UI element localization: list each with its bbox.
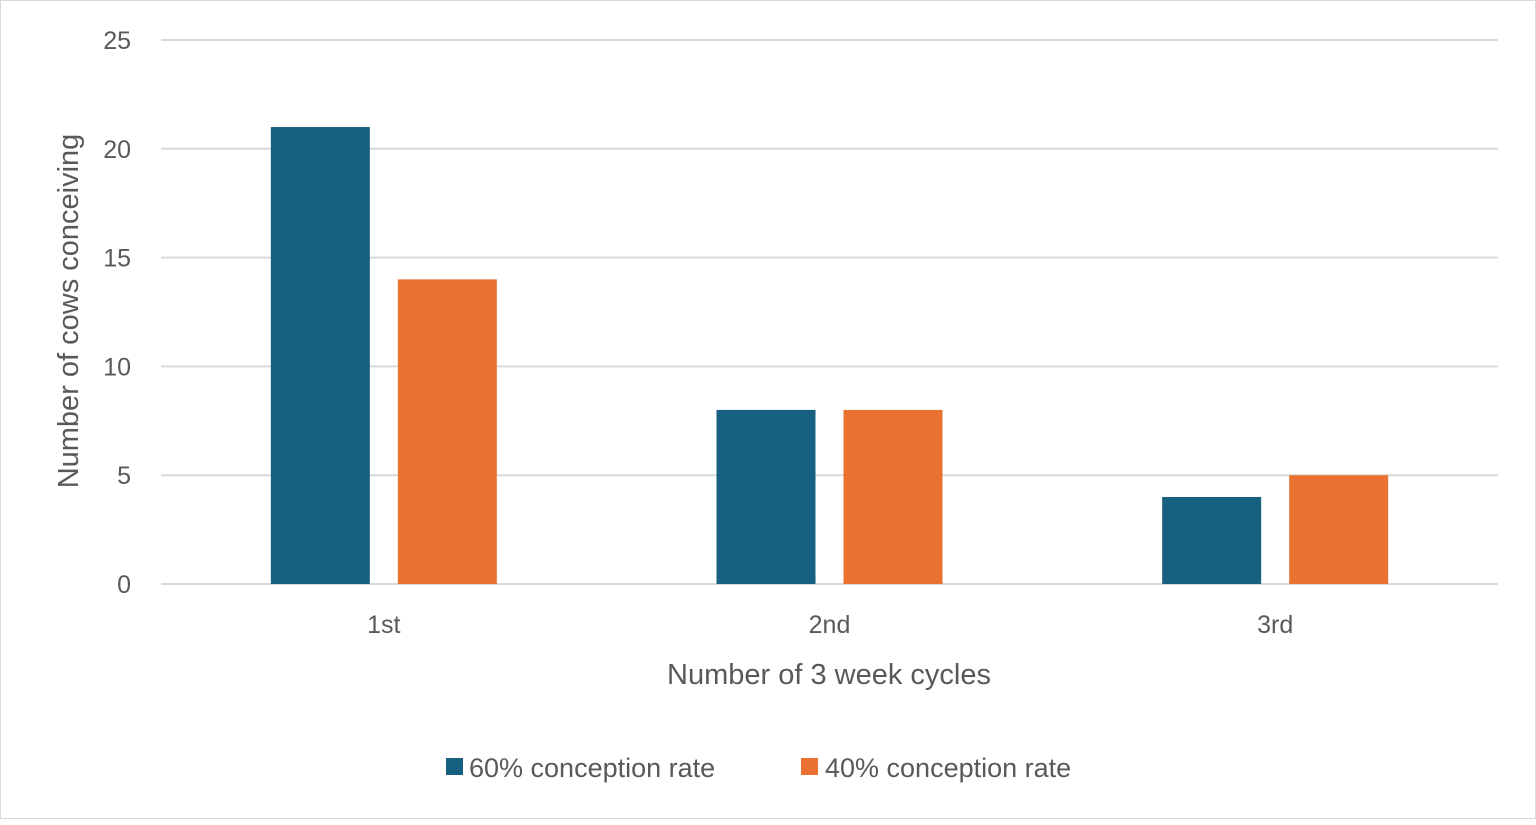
x-tick-label: 3rd	[1257, 611, 1293, 639]
bar-series-1	[270, 127, 370, 584]
bar-series-2	[397, 279, 497, 584]
y-tick-label: 10	[103, 353, 131, 381]
legend-label: 60% conception rate	[469, 753, 715, 783]
y-axis-title: Number of cows conceiving	[53, 134, 85, 489]
y-axis-ticks: 0 5 10 15 20 25	[103, 27, 131, 599]
x-axis-title: Number of 3 week cycles	[667, 659, 991, 691]
bars	[270, 127, 1389, 584]
bar-series-1	[716, 409, 816, 584]
legend-swatch	[801, 758, 818, 775]
legend: 60% conception rate 40% conception rate	[446, 753, 1071, 783]
y-tick-label: 20	[103, 136, 131, 164]
x-axis-ticks: 1st 2nd 3rd	[367, 611, 1293, 639]
y-tick-label: 5	[117, 462, 131, 490]
x-tick-label: 1st	[367, 611, 400, 639]
bar-series-2	[843, 409, 943, 584]
legend-label: 40% conception rate	[825, 753, 1071, 783]
y-tick-label: 25	[103, 27, 131, 55]
y-tick-label: 15	[103, 245, 131, 273]
gridlines	[161, 39, 1498, 585]
legend-swatch	[446, 758, 463, 775]
bar-series-2	[1289, 475, 1389, 584]
y-tick-label: 0	[117, 571, 131, 599]
bar-series-1	[1162, 496, 1262, 584]
x-tick-label: 2nd	[809, 611, 851, 639]
